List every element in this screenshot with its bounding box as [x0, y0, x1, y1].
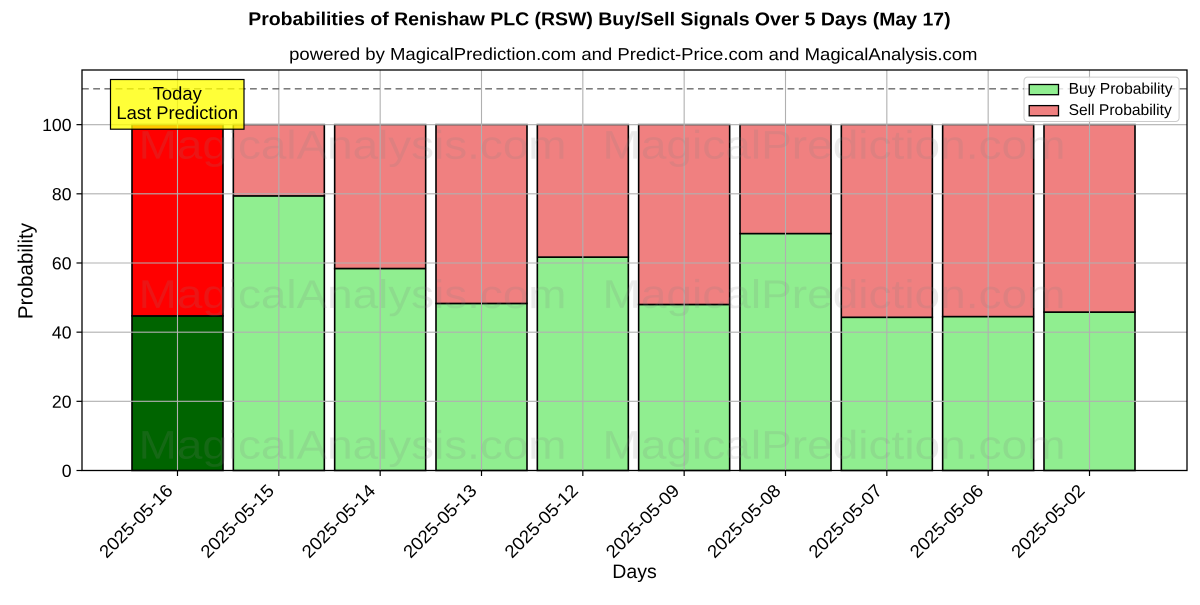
- svg-text:MagicalPrediction.com: MagicalPrediction.com: [602, 273, 1065, 317]
- svg-text:Last Prediction: Last Prediction: [116, 102, 238, 123]
- svg-text:40: 40: [52, 323, 72, 343]
- svg-text:20: 20: [52, 392, 72, 412]
- svg-text:80: 80: [52, 184, 72, 204]
- svg-text:MagicalAnalysis.com: MagicalAnalysis.com: [139, 124, 567, 168]
- svg-text:60: 60: [52, 253, 72, 273]
- svg-text:Days: Days: [612, 561, 657, 583]
- svg-text:0: 0: [62, 461, 72, 481]
- svg-text:MagicalAnalysis.com: MagicalAnalysis.com: [139, 424, 567, 468]
- svg-text:Buy Probability: Buy Probability: [1069, 81, 1173, 98]
- svg-text:MagicalPrediction.com: MagicalPrediction.com: [602, 424, 1065, 468]
- svg-text:Probabilities of Renishaw PLC: Probabilities of Renishaw PLC (RSW) Buy/…: [248, 8, 950, 29]
- svg-text:Today: Today: [153, 83, 203, 104]
- svg-text:MagicalPrediction.com: MagicalPrediction.com: [602, 124, 1065, 168]
- svg-text:Probability: Probability: [15, 222, 38, 319]
- svg-text:MagicalAnalysis.com: MagicalAnalysis.com: [139, 273, 567, 317]
- svg-text:Sell Probability: Sell Probability: [1069, 102, 1172, 119]
- svg-text:100: 100: [42, 115, 72, 135]
- svg-text:powered by MagicalPrediction.c: powered by MagicalPrediction.com and Pre…: [289, 44, 977, 64]
